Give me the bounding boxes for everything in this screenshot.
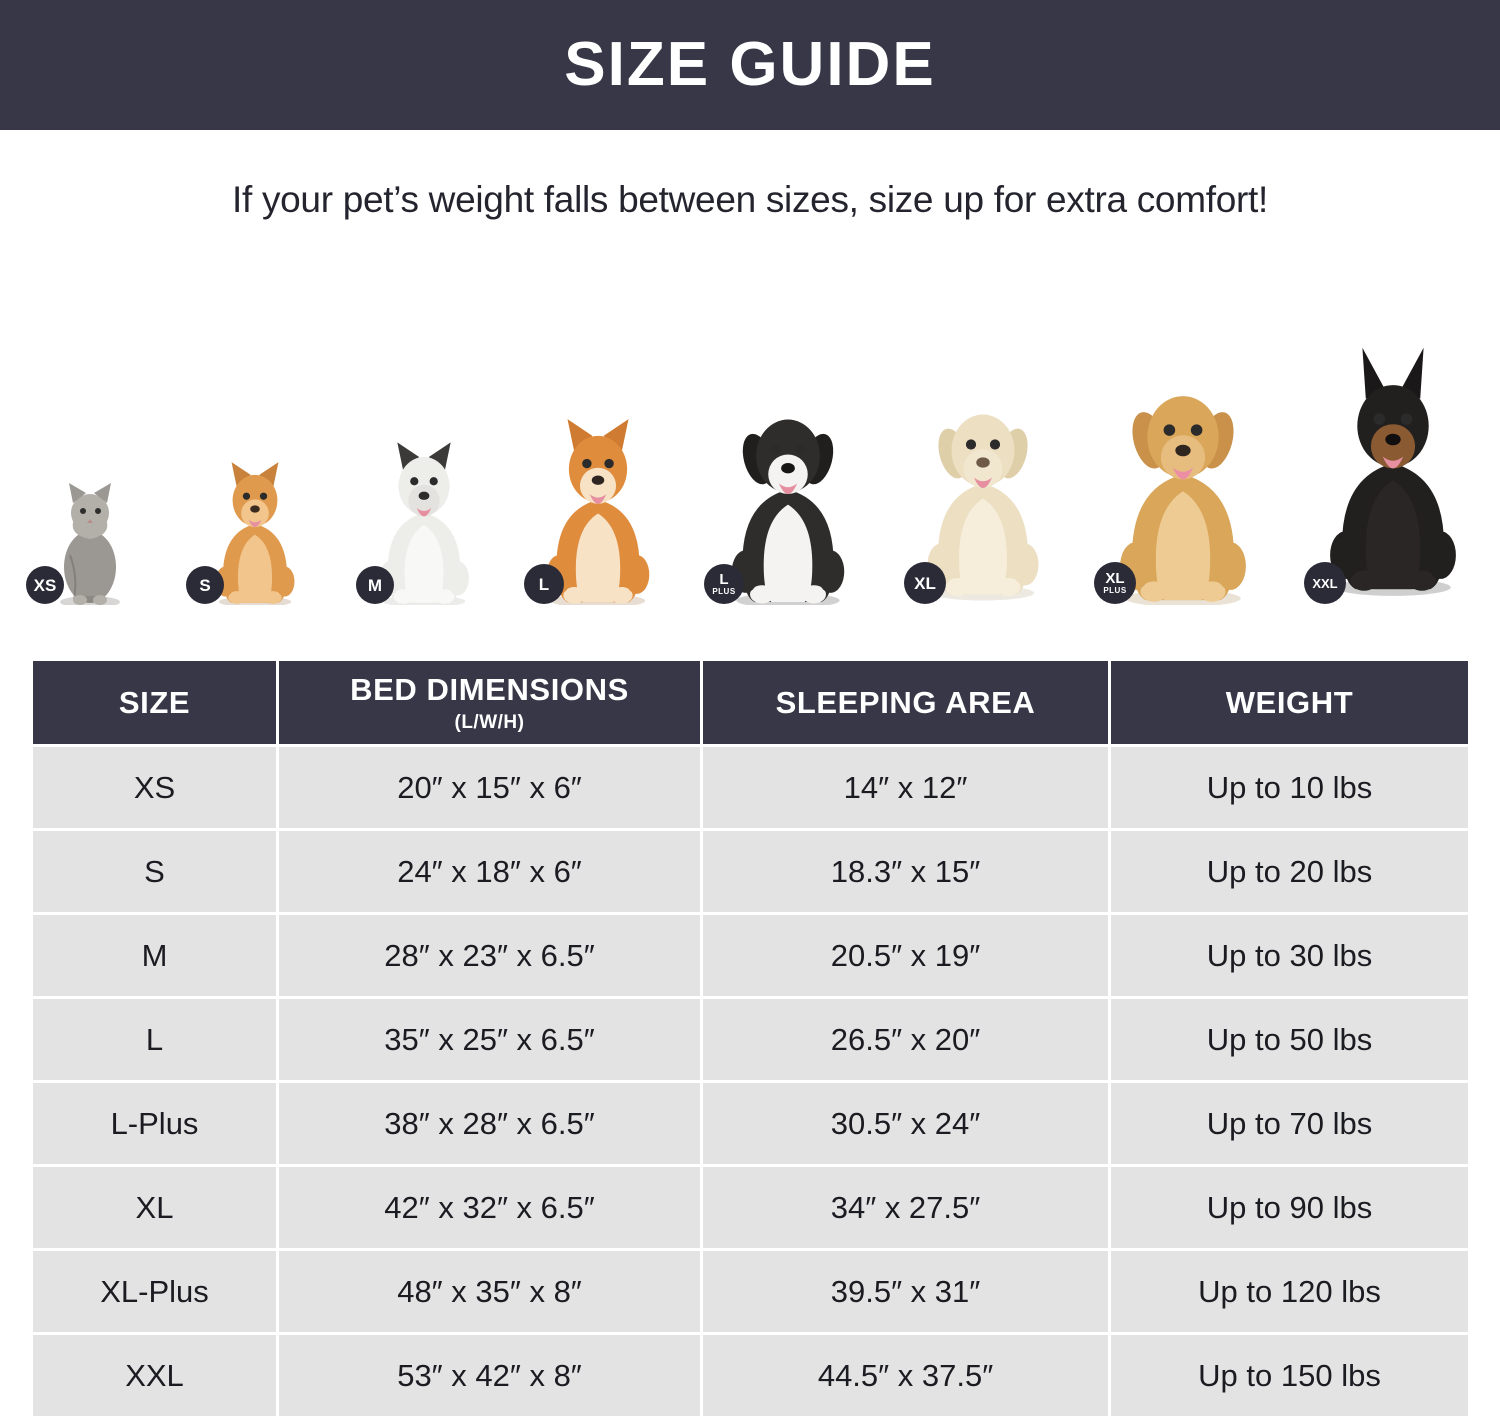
animal-cell-l: L [524, 270, 668, 610]
page-title: SIZE GUIDE [564, 30, 936, 99]
table-row: XL-Plus 48″ x 35″ x 8″ 39.5″ x 31″ Up to 12… [30, 1248, 1471, 1335]
cell-sleeping-area: 20.5″ x 19″ [700, 912, 1111, 999]
size-badge-xxl: XXL [1304, 562, 1346, 604]
size-badge-label: XL [914, 573, 936, 593]
pomeranian-icon [190, 445, 320, 610]
column-header-weight: WEIGHT [1108, 658, 1471, 747]
cell-bed-dimensions: 42″ x 32″ x 6.5″ [276, 1164, 703, 1251]
size-badge-xs: XS [26, 566, 64, 604]
border-collie-icon [708, 377, 868, 610]
labrador-icon [908, 365, 1058, 610]
animal-cell-xs: XS [26, 270, 150, 610]
animal-cell-s: S [186, 270, 320, 610]
size-badge-xl: XL [904, 562, 946, 604]
cell-bed-dimensions: 20″ x 15″ x 6″ [276, 744, 703, 831]
animal-size-comparison-row: XS S M [26, 270, 1478, 610]
size-badge-xl-plus: XL PLUS [1094, 562, 1136, 604]
size-chart-table: SIZE BED DIMENSIONS (L/W/H) SLEEPING ARE… [30, 658, 1471, 1416]
cell-size: XXL [30, 1332, 279, 1416]
column-header-sleeping-area-label: SLEEPING AREA [775, 684, 1036, 720]
table-header-row: SIZE BED DIMENSIONS (L/W/H) SLEEPING ARE… [30, 658, 1471, 747]
column-header-bed-dimensions-label: BED DIMENSIONS [350, 671, 629, 707]
cell-sleeping-area: 14″ x 12″ [700, 744, 1111, 831]
cell-bed-dimensions: 38″ x 28″ x 6.5″ [276, 1080, 703, 1167]
cell-bed-dimensions: 35″ x 25″ x 6.5″ [276, 996, 703, 1083]
cell-bed-dimensions: 48″ x 35″ x 8″ [276, 1248, 703, 1335]
size-badge-label: XXL [1312, 575, 1338, 591]
cell-size: XL-Plus [30, 1248, 279, 1335]
table-row: S 24″ x 18″ x 6″ 18.3″ x 15″ Up to 20 lbs [30, 828, 1471, 915]
table-row: XXL 53″ x 42″ x 8″ 44.5″ x 37.5″ Up to 150 … [30, 1332, 1471, 1416]
subtitle-section: If your pet’s weight falls between sizes… [0, 130, 1500, 270]
animal-cell-xl-plus: XL PLUS [1094, 270, 1268, 610]
size-badge-label: S [199, 575, 211, 595]
cell-sleeping-area: 18.3″ x 15″ [700, 828, 1111, 915]
table-row: XS 20″ x 15″ x 6″ 14″ x 12″ Up to 10 lbs [30, 744, 1471, 831]
table-row: L 35″ x 25″ x 6.5″ 26.5″ x 20″ Up to 50 lbs [30, 996, 1471, 1083]
animal-cell-m: M [356, 270, 488, 610]
cell-sleeping-area: 44.5″ x 37.5″ [700, 1332, 1111, 1416]
cell-size: XS [30, 744, 279, 831]
cell-bed-dimensions: 28″ x 23″ x 6.5″ [276, 912, 703, 999]
column-header-sleeping-area: SLEEPING AREA [700, 658, 1111, 747]
cell-weight: Up to 10 lbs [1108, 744, 1471, 831]
golden-retriever-icon [1098, 347, 1268, 610]
size-badge-l-plus: L PLUS [704, 564, 744, 604]
cell-weight: Up to 120 lbs [1108, 1248, 1471, 1335]
cell-sleeping-area: 34″ x 27.5″ [700, 1164, 1111, 1251]
table-row: M 28″ x 23″ x 6.5″ 20.5″ x 19″ Up to 30 lbs [30, 912, 1471, 999]
cell-weight: Up to 150 lbs [1108, 1332, 1471, 1416]
cell-sleeping-area: 26.5″ x 20″ [700, 996, 1111, 1083]
size-badge-label: XL [1105, 570, 1125, 587]
table-row: L-Plus 38″ x 28″ x 6.5″ 30.5″ x 24″ Up to 7… [30, 1080, 1471, 1167]
table-body: XS 20″ x 15″ x 6″ 14″ x 12″ Up to 10 lbs S 24… [30, 744, 1471, 1416]
cell-size: L [30, 996, 279, 1083]
size-badge-sublabel: PLUS [712, 587, 736, 596]
animal-cell-xxl: XXL [1304, 270, 1478, 610]
cell-size: L-Plus [30, 1080, 279, 1167]
subtitle-text: If your pet’s weight falls between sizes… [232, 179, 1268, 220]
column-header-bed-dimensions: BED DIMENSIONS (L/W/H) [276, 658, 703, 747]
cell-size: M [30, 912, 279, 999]
table-header: SIZE BED DIMENSIONS (L/W/H) SLEEPING ARE… [30, 658, 1471, 747]
column-header-weight-label: WEIGHT [1225, 684, 1354, 720]
animal-cell-l-plus: L PLUS [704, 270, 868, 610]
size-badge-l: L [524, 564, 564, 604]
size-badge-label: L [538, 574, 550, 594]
column-header-bed-dimensions-sublabel: (L/W/H) [454, 711, 525, 733]
column-header-size: SIZE [30, 658, 279, 747]
size-badge-sublabel: PLUS [1103, 586, 1127, 595]
cell-size: S [30, 828, 279, 915]
size-badge-label: L [719, 571, 729, 588]
size-badge-label: XS [33, 575, 57, 595]
size-badge-s: S [186, 566, 224, 604]
page-header: SIZE GUIDE [0, 0, 1500, 130]
cell-weight: Up to 50 lbs [1108, 996, 1471, 1083]
cat-icon [30, 455, 150, 610]
cell-weight: Up to 20 lbs [1108, 828, 1471, 915]
french-bulldog-icon [360, 423, 488, 610]
cell-bed-dimensions: 24″ x 18″ x 6″ [276, 828, 703, 915]
cell-bed-dimensions: 53″ x 42″ x 8″ [276, 1332, 703, 1416]
doberman-icon [1308, 325, 1478, 610]
column-header-size-label: SIZE [118, 684, 191, 720]
cell-weight: Up to 70 lbs [1108, 1080, 1471, 1167]
size-badge-label: M [367, 575, 383, 595]
shiba-inu-icon [528, 397, 668, 610]
cell-sleeping-area: 39.5″ x 31″ [700, 1248, 1111, 1335]
cell-sleeping-area: 30.5″ x 24″ [700, 1080, 1111, 1167]
cell-weight: Up to 90 lbs [1108, 1164, 1471, 1251]
animal-cell-xl: XL [904, 270, 1058, 610]
table-row: XL 42″ x 32″ x 6.5″ 34″ x 27.5″ Up to 90 lb… [30, 1164, 1471, 1251]
cell-weight: Up to 30 lbs [1108, 912, 1471, 999]
cell-size: XL [30, 1164, 279, 1251]
size-badge-m: M [356, 566, 394, 604]
